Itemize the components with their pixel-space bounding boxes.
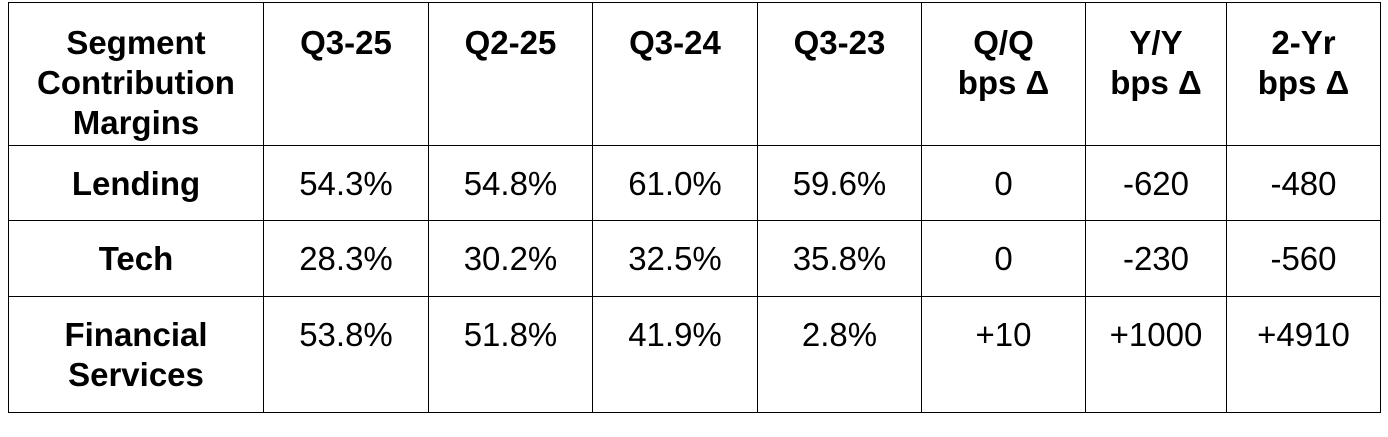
- table-cell: 61.0%: [592, 145, 758, 221]
- header-cell: Q2-25: [428, 2, 593, 146]
- table-cell: -480: [1226, 145, 1381, 221]
- header-cell: Segment Contribution Margins: [8, 2, 264, 146]
- table-cell: -230: [1085, 220, 1227, 297]
- table-cell: 30.2%: [428, 220, 593, 297]
- margins-table: Segment Contribution Margins Q3-25 Q2-25 Q3…: [8, 2, 1381, 413]
- row-label: Lending: [8, 145, 264, 221]
- table-cell: -620: [1085, 145, 1227, 221]
- table-cell: 0: [921, 220, 1086, 297]
- table-cell: 54.3%: [263, 145, 429, 221]
- table-cell: 2.8%: [757, 296, 922, 413]
- row-label: Financial Services: [8, 296, 264, 413]
- table-cell: 0: [921, 145, 1086, 221]
- header-cell: Y/Y bps Δ: [1085, 2, 1227, 146]
- table-row: Financial Services 53.8% 51.8% 41.9% 2.8% +10…: [8, 296, 1381, 413]
- table-row: Lending 54.3% 54.8% 61.0% 59.6% 0 -620 -480: [8, 145, 1381, 221]
- table-cell: 35.8%: [757, 220, 922, 297]
- table-cell: 59.6%: [757, 145, 922, 221]
- header-cell: Q3-23: [757, 2, 922, 146]
- table-cell: 41.9%: [592, 296, 758, 413]
- header-cell: Q3-24: [592, 2, 758, 146]
- header-cell: Q3-25: [263, 2, 429, 146]
- header-cell: Q/Q bps Δ: [921, 2, 1086, 146]
- table-body: Lending 54.3% 54.8% 61.0% 59.6% 0 -620 -480 Tech…: [8, 145, 1381, 413]
- table-cell: 54.8%: [428, 145, 593, 221]
- table-cell: -560: [1226, 220, 1381, 297]
- table-cell: +10: [921, 296, 1086, 413]
- table-cell: 28.3%: [263, 220, 429, 297]
- table-cell: 51.8%: [428, 296, 593, 413]
- row-label: Tech: [8, 220, 264, 297]
- table-row: Tech 28.3% 30.2% 32.5% 35.8% 0 -230 -560: [8, 220, 1381, 297]
- table-cell: 53.8%: [263, 296, 429, 413]
- header-row: Segment Contribution Margins Q3-25 Q2-25 Q3…: [8, 2, 1381, 146]
- header-cell: 2-Yr bps Δ: [1226, 2, 1381, 146]
- table-cell: 32.5%: [592, 220, 758, 297]
- table-cell: +1000: [1085, 296, 1227, 413]
- table-cell: +4910: [1226, 296, 1381, 413]
